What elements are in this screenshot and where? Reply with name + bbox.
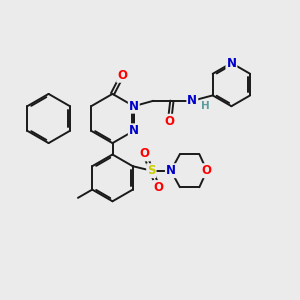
Text: N: N [166, 164, 176, 177]
Text: O: O [164, 115, 175, 128]
Text: O: O [153, 181, 163, 194]
Text: N: N [129, 124, 139, 137]
Text: O: O [202, 164, 212, 177]
Text: O: O [117, 69, 127, 82]
Text: N: N [187, 94, 197, 107]
Text: O: O [140, 147, 150, 161]
Text: S: S [147, 164, 156, 177]
Text: H: H [200, 101, 209, 111]
Text: N: N [226, 56, 236, 70]
Text: N: N [129, 100, 139, 113]
